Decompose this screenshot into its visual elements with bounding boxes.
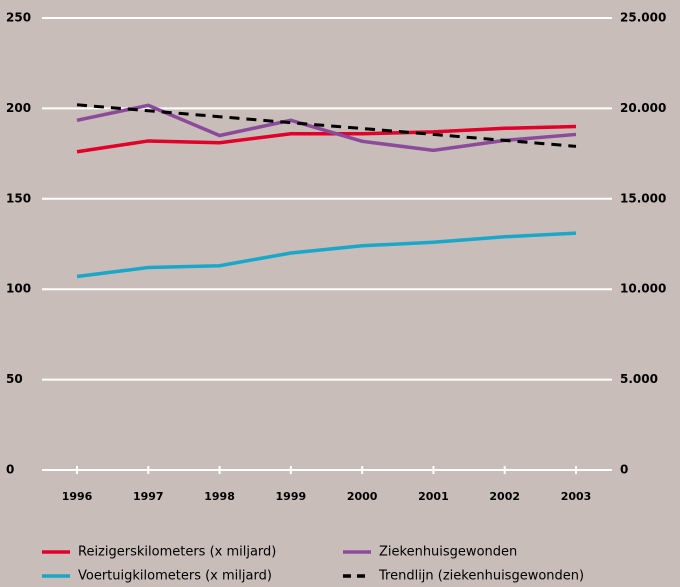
y2-tick-label: 25.000 xyxy=(620,11,666,25)
y2-tick-label: 5.000 xyxy=(620,372,658,386)
y2-tick-label: 20.000 xyxy=(620,101,666,115)
x-tick-label: 2000 xyxy=(347,490,378,503)
x-tick-label: 1996 xyxy=(62,490,93,503)
y-tick-label: 50 xyxy=(6,372,23,386)
series-line xyxy=(76,231,577,279)
y-tick-label: 100 xyxy=(6,282,31,296)
series-line xyxy=(76,124,577,154)
legend-label: Ziekenhuisgewonden xyxy=(379,545,517,560)
x-tick-label: 2002 xyxy=(489,490,520,503)
series-line xyxy=(76,103,577,153)
x-tick-label: 1998 xyxy=(204,490,235,503)
legend-label: Trendlijn (ziekenhuisgewonden) xyxy=(378,569,584,584)
y-tick-label: 0 xyxy=(6,463,14,477)
y-tick-label: 150 xyxy=(6,191,31,205)
legend-label: Reizigerskilometers (x miljard) xyxy=(78,545,276,560)
x-tick-label: 2003 xyxy=(561,490,592,503)
y2-tick-label: 10.000 xyxy=(620,282,666,296)
x-tick-label: 2001 xyxy=(418,490,449,503)
y-tick-label: 200 xyxy=(6,101,31,115)
x-tick-label: 1997 xyxy=(133,490,164,503)
y-tick-label: 250 xyxy=(6,11,31,25)
x-tick-label: 1999 xyxy=(276,490,307,503)
y2-tick-label: 0 xyxy=(620,463,628,477)
series-line xyxy=(76,103,577,148)
legend-label: Voertuigkilometers (x miljard) xyxy=(78,569,272,584)
y2-tick-label: 15.000 xyxy=(620,191,666,205)
